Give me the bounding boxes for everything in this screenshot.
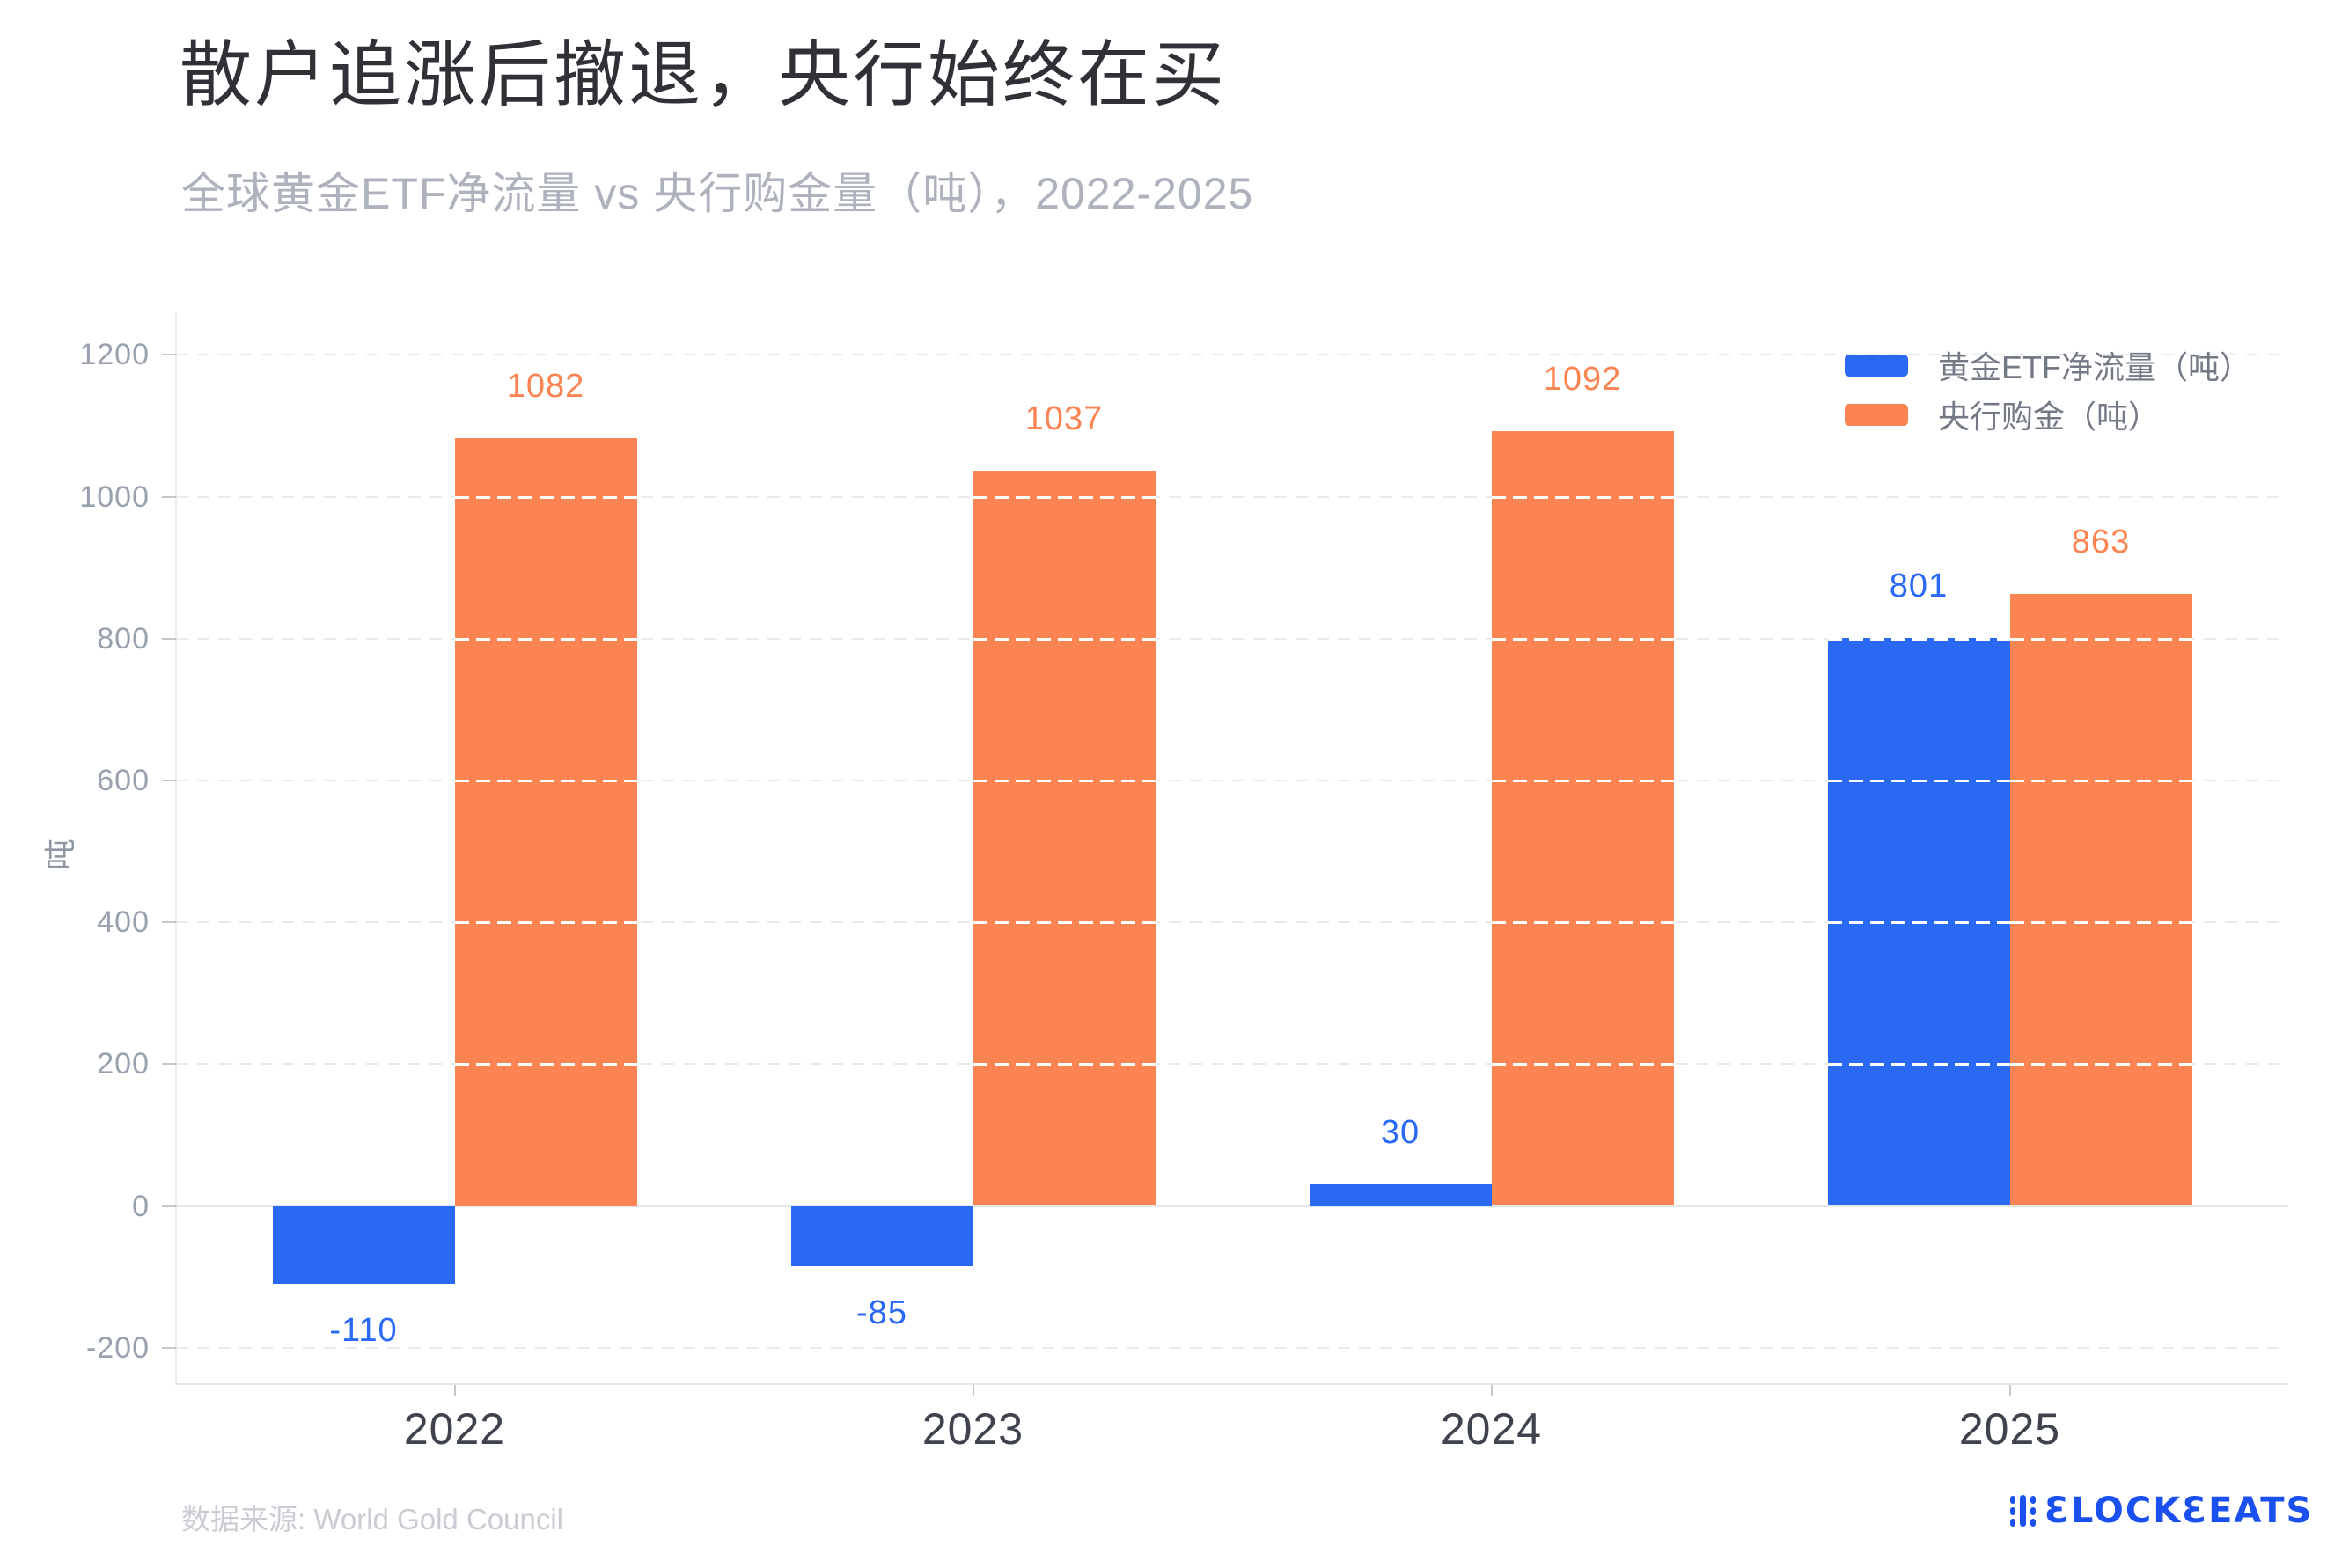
bar-gridline-1000 (973, 495, 1156, 499)
bar-gridline-400 (454, 921, 637, 925)
bar-value-label-series1-2024: 1092 (1543, 361, 1622, 399)
legend-item-etf-flows[interactable]: 黄金ETF净流量（吨） (1845, 349, 2251, 385)
bar-series1-2022 (454, 438, 637, 1206)
bar-value-label-series1-2025: 863 (2071, 523, 2131, 561)
x-axis-tick-2024 (1490, 1385, 1493, 1396)
bar-gridline-1000 (454, 495, 637, 499)
y-axis-label-1000: 1000 (79, 480, 150, 514)
bar-gridline-600 (1491, 779, 1674, 782)
y-axis-tick-400 (162, 921, 176, 924)
y-axis-label-200: 200 (97, 1047, 150, 1081)
y-axis-label-0: 0 (132, 1189, 150, 1223)
gridline-1200 (176, 354, 2288, 356)
bar-gridline-1000 (1491, 495, 1674, 499)
data-source-note: 数据来源: World Gold Council (181, 1503, 564, 1535)
bar-gridline-600 (2009, 779, 2192, 782)
legend-label-etf-flows: 黄金ETF净流量（吨） (1938, 349, 2251, 385)
gridline--200 (176, 1346, 2288, 1349)
bar-series0-2022 (272, 1205, 455, 1285)
plot-area: -110 -85 30 801 1082 1037 1092 863 (176, 312, 2288, 1383)
y-axis-label-800: 800 (97, 621, 150, 656)
bar-gridline-400 (973, 921, 1156, 925)
x-axis-tick-2023 (972, 1385, 974, 1396)
legend-item-central-bank[interactable]: 央行购金（吨） (1845, 399, 2251, 435)
x-axis-label-2025: 2025 (1958, 1404, 2061, 1454)
bar-value-label-series0-2024: 30 (1380, 1114, 1420, 1152)
bar-gridline-400 (1827, 921, 2010, 925)
x-axis-tick-2022 (453, 1385, 456, 1396)
x-axis-tick-2025 (2008, 1385, 2011, 1396)
bar-series1-2024 (1491, 431, 1674, 1206)
y-axis-tick--200 (162, 1346, 176, 1349)
y-axis-label-1200: 1200 (79, 338, 150, 372)
y-axis-label--200: -200 (85, 1330, 150, 1365)
y-axis-line (175, 312, 177, 1385)
bar-gridline-600 (1827, 779, 2010, 782)
bar-gridline-600 (973, 779, 1156, 782)
gridline-800 (176, 637, 2288, 640)
bar-gridline-400 (2009, 921, 2192, 925)
x-axis-label-2024: 2024 (1440, 1404, 1543, 1454)
gridline-200 (176, 1063, 2288, 1066)
bar-gridline-800 (1827, 637, 2010, 641)
bar-series1-2023 (973, 470, 1156, 1206)
y-axis-tick-0 (162, 1205, 176, 1207)
y-axis-name: 吨 (42, 839, 78, 871)
bar-series0-2023 (790, 1205, 973, 1266)
blockbeats-logo-text: ƐLOCKƐEATS (2044, 1491, 2314, 1531)
blockbeats-logo: ƐLOCKƐEATS (2010, 1491, 2313, 1531)
bar-value-label-series0-2025: 801 (1889, 567, 1949, 604)
bar-series1-2025 (2009, 593, 2192, 1206)
gridline-1000 (176, 495, 2288, 498)
y-axis-tick-600 (162, 779, 176, 781)
y-axis-tick-1200 (162, 354, 176, 356)
bar-gridline-800 (454, 637, 637, 641)
y-axis-tick-800 (162, 637, 176, 640)
bar-gridline-800 (2009, 637, 2192, 641)
gridline-600 (176, 779, 2288, 781)
bar-value-label-series0-2022: -110 (329, 1312, 398, 1350)
bar-gridline-800 (973, 637, 1156, 641)
legend-label-central-bank: 央行购金（吨） (1938, 399, 2161, 435)
y-axis-tick-1000 (162, 495, 176, 498)
bar-series0-2025 (1827, 637, 2010, 1206)
page-subtitle: 全球黄金ETF净流量 vs 央行购金量（吨），2022-2025 (181, 169, 1254, 218)
bar-gridline-200 (973, 1063, 1156, 1066)
bar-gridline-200 (1491, 1063, 1674, 1066)
legend: 黄金ETF净流量（吨） 央行购金（吨） (1845, 349, 2251, 435)
x-axis-label-2022: 2022 (403, 1404, 506, 1454)
page-title: 散户追涨后撤退，央行始终在买 (180, 35, 1228, 115)
bar-gridline-200 (1827, 1063, 2010, 1066)
bar-gridline-200 (2009, 1063, 2192, 1066)
y-axis-tick-200 (162, 1063, 176, 1066)
legend-swatch-central-bank (1845, 403, 1908, 426)
legend-swatch-etf-flows (1845, 354, 1908, 377)
gridline-0 (176, 1205, 2288, 1207)
y-axis-label-400: 400 (97, 905, 150, 940)
bar-gridline-200 (454, 1063, 637, 1066)
bar-gridline-600 (454, 779, 637, 782)
x-axis-line (176, 1383, 2288, 1385)
bar-value-label-series1-2022: 1082 (506, 368, 585, 406)
bar-gridline-800 (1491, 637, 1674, 641)
blockbeats-soundwave-icon (2010, 1493, 2036, 1528)
y-axis-label-600: 600 (97, 763, 150, 797)
x-axis-label-2023: 2023 (921, 1404, 1024, 1454)
gridline-400 (176, 921, 2288, 924)
bar-gridline-400 (1491, 921, 1674, 925)
bar-series0-2024 (1309, 1184, 1492, 1206)
bar-value-label-series0-2023: -85 (856, 1294, 907, 1332)
bar-value-label-series1-2023: 1037 (1024, 399, 1104, 437)
